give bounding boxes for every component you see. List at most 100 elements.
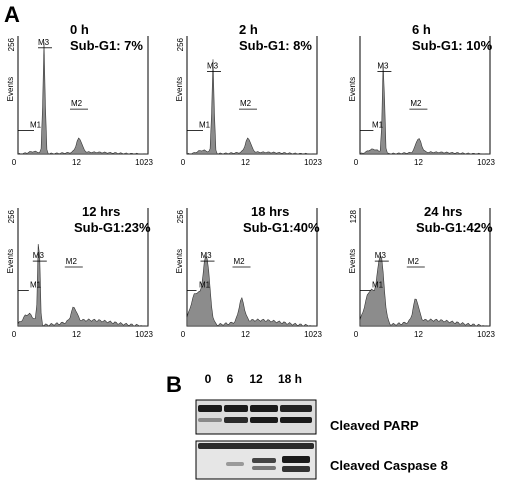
marker-m1-label: M1 — [30, 120, 42, 129]
marker-m2-label: M2 — [71, 99, 83, 108]
casp8-band-12-b — [252, 466, 276, 470]
y-max-label: 128 — [349, 209, 358, 223]
time-label: 18 hrs — [251, 204, 289, 219]
parp-band-lower-6 — [224, 417, 248, 423]
casp8-band-18-a — [282, 456, 310, 463]
x-tick-label: 12 — [72, 330, 81, 339]
sub-g1-label: Sub-G1:23% — [74, 220, 151, 235]
sub-g1-label: Sub-G1:40% — [243, 220, 320, 235]
x-tick-label: 0 — [181, 330, 186, 339]
histogram-area — [359, 254, 491, 327]
sub-g1-label: Sub-G1:42% — [416, 220, 493, 235]
marker-m1-label: M1 — [30, 281, 42, 290]
y-max-label: 256 — [7, 209, 16, 223]
marker-m3-label: M3 — [375, 251, 387, 260]
casp8-band-top — [198, 443, 314, 449]
sub-g1-label: Sub-G1: 8% — [239, 38, 312, 53]
x-tick-label: 1023 — [304, 158, 322, 167]
histogram-area — [186, 59, 318, 155]
x-tick-label: 12 — [414, 330, 423, 339]
panel-a-letter: A — [4, 2, 20, 27]
blot-label-parp: Cleaved PARP — [330, 418, 419, 433]
x-tick-label: 1023 — [304, 330, 322, 339]
marker-m3-label: M3 — [207, 61, 219, 70]
marker-m2-label: M2 — [408, 257, 420, 266]
histogram-area — [359, 63, 491, 155]
x-tick-label: 0 — [354, 330, 359, 339]
casp8-band-18-b — [282, 466, 310, 472]
x-tick-label: 0 — [12, 158, 17, 167]
marker-m1-label: M1 — [372, 281, 384, 290]
lane-label-6: 6 — [227, 372, 234, 386]
marker-m1-label: M1 — [199, 281, 211, 290]
y-axis-label: Events — [6, 249, 15, 273]
parp-band-lower-0 — [198, 418, 222, 422]
casp8-band-6 — [226, 462, 244, 466]
x-tick-label: 1023 — [477, 158, 495, 167]
x-tick-label: 0 — [12, 330, 17, 339]
lane-label-12: 12 — [249, 372, 263, 386]
time-label: 0 h — [70, 22, 89, 37]
marker-m2-label: M2 — [66, 257, 78, 266]
time-label: 24 hrs — [424, 204, 462, 219]
marker-m1-label: M1 — [372, 120, 384, 129]
casp8-band-12-a — [252, 458, 276, 463]
y-max-label: 256 — [176, 37, 185, 51]
time-label: 6 h — [412, 22, 431, 37]
marker-m1-label: M1 — [199, 120, 211, 129]
caspase8-bands — [198, 443, 314, 472]
histogram-axes — [17, 36, 149, 155]
marker-m3-label: M3 — [33, 251, 45, 260]
blot-label-caspase8: Cleaved Caspase 8 — [330, 458, 448, 473]
histogram-axes — [186, 36, 318, 155]
x-tick-label: 1023 — [477, 330, 495, 339]
marker-m2-label: M2 — [240, 99, 252, 108]
marker-m3-label: M3 — [38, 38, 50, 47]
time-label: 12 hrs — [82, 204, 120, 219]
x-tick-label: 0 — [354, 158, 359, 167]
x-tick-label: 1023 — [135, 158, 153, 167]
parp-bands — [198, 405, 312, 423]
y-max-label: 256 — [7, 37, 16, 51]
parp-band-upper-12 — [250, 405, 278, 412]
y-axis-label: Events — [348, 249, 357, 273]
parp-band-upper-18 — [280, 405, 312, 412]
y-axis-label: Events — [175, 249, 184, 273]
histogram-area — [17, 41, 149, 155]
x-tick-label: 12 — [241, 158, 250, 167]
marker-m3-label: M3 — [201, 251, 213, 260]
lane-label-0: 0 — [205, 372, 212, 386]
histogram-axes — [359, 36, 491, 155]
panel-b-letter: B — [166, 372, 182, 397]
histogram-area — [17, 243, 149, 327]
x-tick-label: 12 — [72, 158, 81, 167]
parp-band-lower-12 — [250, 417, 278, 423]
parp-band-lower-18 — [280, 417, 312, 423]
parp-band-upper-0 — [198, 405, 222, 412]
y-axis-label: Events — [6, 77, 15, 101]
y-axis-label: Events — [175, 77, 184, 101]
time-label: 2 h — [239, 22, 258, 37]
sub-g1-label: Sub-G1: 10% — [412, 38, 493, 53]
y-axis-label: Events — [348, 77, 357, 101]
marker-m2-label: M2 — [410, 99, 422, 108]
marker-m3-label: M3 — [377, 61, 389, 70]
x-tick-label: 0 — [181, 158, 186, 167]
y-max-label: 256 — [176, 209, 185, 223]
parp-band-upper-6 — [224, 405, 248, 412]
x-tick-label: 12 — [414, 158, 423, 167]
sub-g1-label: Sub-G1: 7% — [70, 38, 143, 53]
histogram-area — [186, 254, 318, 327]
lane-label-18h: 18 h — [278, 372, 302, 386]
x-tick-label: 12 — [241, 330, 250, 339]
marker-m2-label: M2 — [234, 257, 246, 266]
western-blot: 0 6 12 18 h Cleaved PARP Cleaved Caspase — [195, 372, 448, 480]
